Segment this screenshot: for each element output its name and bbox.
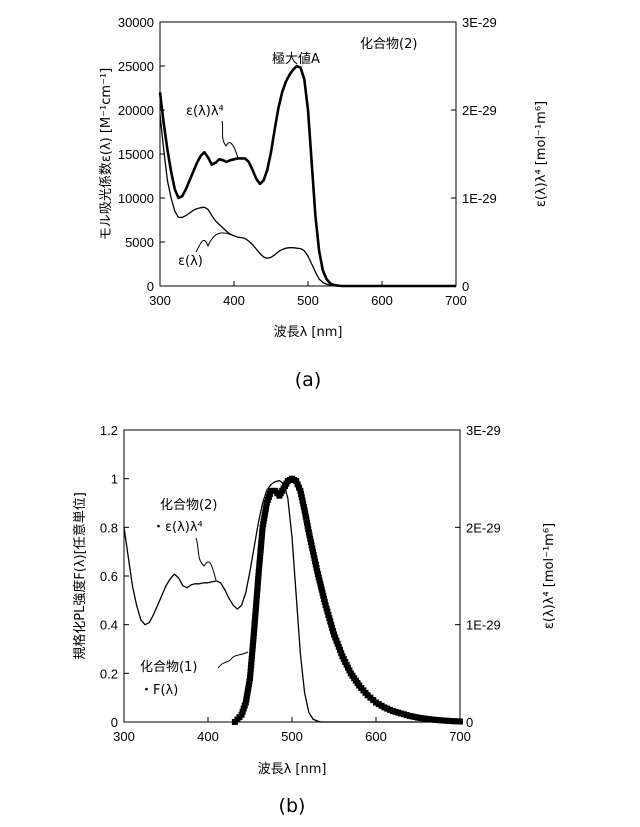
x-tick-label: 600 xyxy=(365,729,387,744)
panel-a-label-eps-lambda4: ε(λ)λ⁴ xyxy=(186,104,224,119)
panel-b-x-axis-label: 波長λ [nm] xyxy=(258,762,327,777)
panel-b-leader-compound1 xyxy=(218,652,248,668)
panel-a-plot-area xyxy=(160,66,456,286)
x-tick-label: 300 xyxy=(113,729,135,744)
y-left-tick-label: 1.2 xyxy=(100,423,118,438)
y-left-tick-label: 5000 xyxy=(125,235,154,250)
panel-a-compound-label: 化合物(2) xyxy=(360,37,417,52)
panel-b-y-left-ticks: 0 0.2 0.4 0.6 0.8 1 1.2 xyxy=(100,423,129,730)
panel-a-y-left-label: モル吸光係数ε(λ) [M⁻¹cm⁻¹] xyxy=(99,68,114,240)
panel-b-label-compound2: 化合物(2) xyxy=(160,498,217,513)
y-left-tick-label: 0.6 xyxy=(100,569,118,584)
panel-a-leader-eps xyxy=(196,233,234,252)
panel-b: 300 400 500 600 700 0 0.2 0.4 0.6 0.8 1 1.2 0 1E-29… xyxy=(72,423,557,817)
y-right-tick-label: 3E-29 xyxy=(462,15,497,30)
y-left-tick-label: 30000 xyxy=(118,15,154,30)
x-tick-label: 400 xyxy=(197,729,219,744)
panel-b-y-left-label: 規格化PL強度F(λ)[任意単位] xyxy=(72,492,88,660)
y-left-tick-label: 0.4 xyxy=(100,618,118,633)
y-right-tick-label: 2E-29 xyxy=(466,520,501,535)
y-right-tick-label: 1E-29 xyxy=(466,618,501,633)
panel-b-leader-compound2 xyxy=(196,538,216,580)
series-eps-lambda-line xyxy=(160,114,456,286)
panel-a-y-right-ticks: 0 1E-29 2E-29 3E-29 xyxy=(451,15,497,294)
y-right-tick-label: 3E-29 xyxy=(466,423,501,438)
panel-b-frame xyxy=(124,430,460,722)
x-tick-label: 500 xyxy=(281,729,303,744)
x-tick-label: 700 xyxy=(449,729,471,744)
panel-a-label-eps: ε(λ) xyxy=(178,254,203,269)
panel-a: 300 400 500 600 700 0 5000 10000 15000 20000 2500… xyxy=(99,15,549,391)
panel-b-x-ticks: 300 400 500 600 700 xyxy=(113,717,471,744)
y-left-tick-label: 10000 xyxy=(118,191,154,206)
y-right-tick-label: 0 xyxy=(462,279,469,294)
x-tick-label: 500 xyxy=(297,293,319,308)
x-tick-label: 400 xyxy=(223,293,245,308)
y-left-tick-label: 0.2 xyxy=(100,666,118,681)
series-eps-lambda4-line xyxy=(160,66,456,286)
y-left-tick-label: 0 xyxy=(147,279,154,294)
x-tick-label: 300 xyxy=(149,293,171,308)
x-tick-label: 600 xyxy=(371,293,393,308)
panel-a-y-right-label: ε(λ)λ⁴ [mol⁻¹m⁶] xyxy=(534,101,549,207)
y-right-tick-label: 1E-29 xyxy=(462,191,497,206)
panel-b-label-compound1: 化合物(1) xyxy=(140,660,197,675)
panel-a-x-axis-label: 波長λ [nm] xyxy=(274,325,343,340)
y-left-tick-label: 25000 xyxy=(118,59,154,74)
panel-b-label-compound1-series: ・F(λ) xyxy=(140,683,178,698)
panel-a-caption: (a) xyxy=(295,369,321,391)
panel-a-y-left-ticks: 0 5000 10000 15000 20000 25000 30000 xyxy=(118,15,165,294)
panel-a-peak-annotation: 極大値A xyxy=(272,51,320,67)
panel-a-leader-eps-lambda4 xyxy=(222,121,238,158)
y-left-tick-label: 15000 xyxy=(118,147,154,162)
y-left-tick-label: 1 xyxy=(111,472,118,487)
y-right-tick-label: 0 xyxy=(466,715,473,730)
y-left-tick-label: 20000 xyxy=(118,103,154,118)
y-right-tick-label: 2E-29 xyxy=(462,103,497,118)
x-tick-label: 700 xyxy=(445,293,467,308)
y-left-tick-label: 0.8 xyxy=(100,520,118,535)
panel-b-caption: (b) xyxy=(279,795,306,817)
panel-b-label-compound2-series: ・ε(λ)λ⁴ xyxy=(152,520,203,535)
y-left-tick-label: 0 xyxy=(111,715,118,730)
panel-b-y-right-ticks: 0 1E-29 2E-29 3E-29 xyxy=(455,423,501,730)
panel-b-y-right-label: ε(λ)λ⁴ [mol⁻¹m⁶] xyxy=(542,523,557,629)
